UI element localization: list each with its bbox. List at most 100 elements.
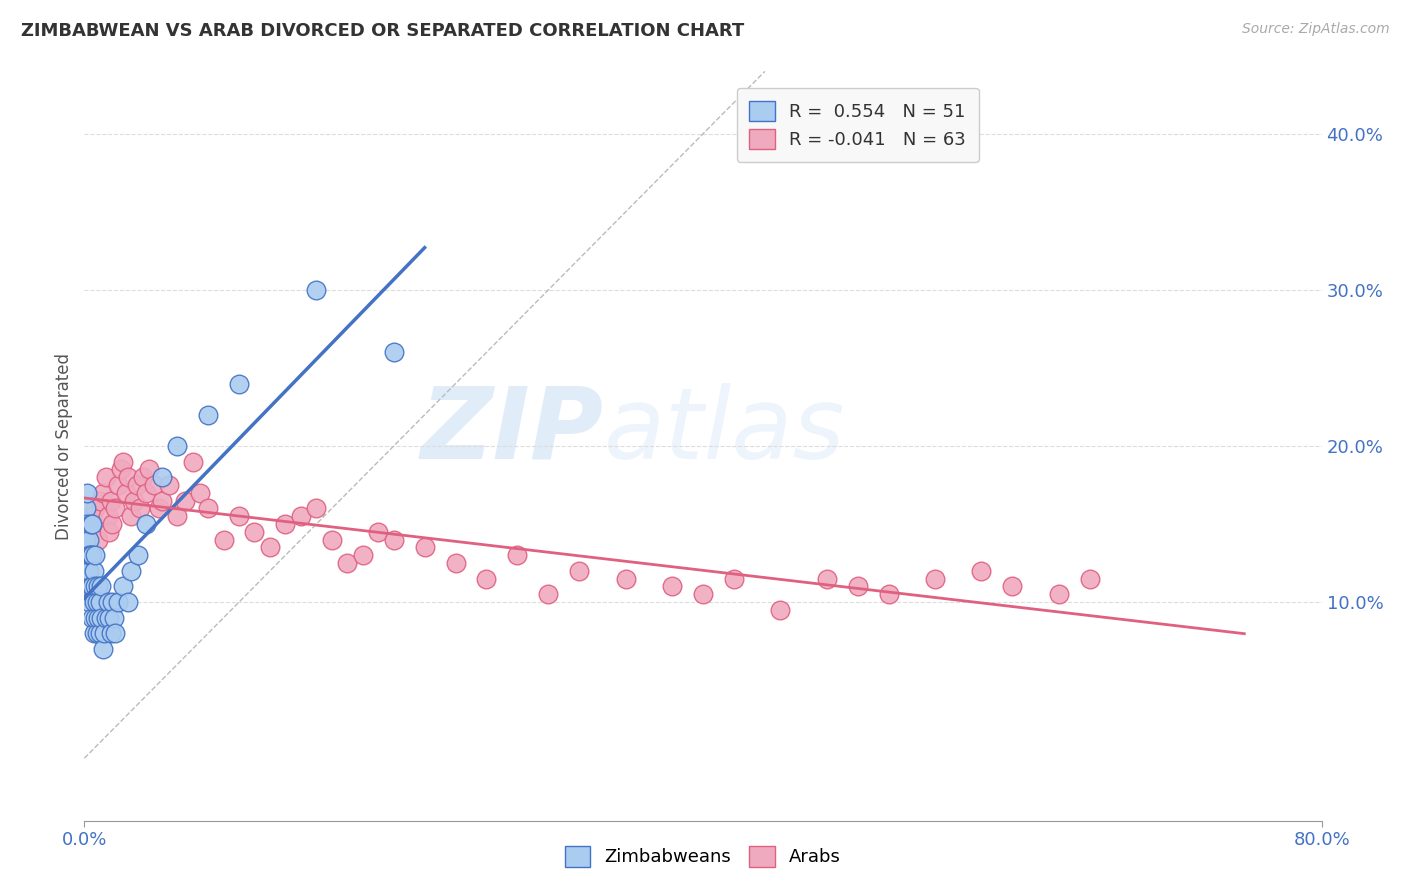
Point bbox=[228, 376, 250, 391]
Point bbox=[537, 587, 560, 601]
Point bbox=[129, 501, 152, 516]
Point bbox=[84, 501, 107, 516]
Point bbox=[89, 493, 111, 508]
Point bbox=[90, 611, 112, 625]
Point bbox=[181, 455, 204, 469]
Point bbox=[98, 524, 121, 539]
Point bbox=[101, 517, 124, 532]
Point bbox=[150, 470, 173, 484]
Point bbox=[79, 548, 101, 563]
Point bbox=[138, 462, 160, 476]
Point bbox=[769, 603, 792, 617]
Point bbox=[259, 541, 281, 555]
Point bbox=[82, 509, 104, 524]
Point bbox=[75, 501, 97, 516]
Point bbox=[84, 580, 107, 594]
Point bbox=[382, 345, 405, 359]
Point bbox=[75, 533, 97, 547]
Point bbox=[212, 533, 235, 547]
Point bbox=[127, 548, 149, 563]
Point bbox=[568, 564, 591, 578]
Legend: R =  0.554   N = 51, R = -0.041   N = 63: R = 0.554 N = 51, R = -0.041 N = 63 bbox=[737, 88, 979, 162]
Point bbox=[96, 595, 118, 609]
Point bbox=[135, 517, 157, 532]
Point bbox=[274, 517, 297, 532]
Point bbox=[79, 517, 101, 532]
Point bbox=[846, 580, 869, 594]
Point bbox=[87, 533, 110, 547]
Point bbox=[125, 478, 148, 492]
Point bbox=[104, 501, 127, 516]
Point bbox=[723, 572, 745, 586]
Point bbox=[91, 485, 114, 500]
Point bbox=[148, 501, 170, 516]
Point bbox=[107, 478, 129, 492]
Point bbox=[112, 455, 135, 469]
Point bbox=[94, 611, 117, 625]
Point bbox=[243, 524, 266, 539]
Point bbox=[77, 548, 100, 563]
Point bbox=[132, 470, 155, 484]
Point bbox=[1047, 587, 1070, 601]
Point bbox=[413, 541, 436, 555]
Point bbox=[143, 478, 166, 492]
Point bbox=[100, 493, 122, 508]
Point bbox=[367, 524, 389, 539]
Point bbox=[82, 611, 104, 625]
Point bbox=[83, 626, 105, 640]
Point bbox=[98, 611, 121, 625]
Text: ZIMBABWEAN VS ARAB DIVORCED OR SEPARATED CORRELATION CHART: ZIMBABWEAN VS ARAB DIVORCED OR SEPARATED… bbox=[21, 22, 744, 40]
Point bbox=[305, 283, 328, 297]
Point bbox=[76, 517, 98, 532]
Point bbox=[970, 564, 993, 578]
Legend: Zimbabweans, Arabs: Zimbabweans, Arabs bbox=[558, 838, 848, 874]
Point bbox=[115, 485, 138, 500]
Point bbox=[197, 408, 219, 422]
Point bbox=[174, 493, 197, 508]
Point bbox=[76, 485, 98, 500]
Point bbox=[86, 626, 108, 640]
Point bbox=[188, 485, 211, 500]
Point bbox=[82, 548, 104, 563]
Point bbox=[475, 572, 498, 586]
Point bbox=[90, 580, 112, 594]
Point bbox=[382, 533, 405, 547]
Point bbox=[150, 493, 173, 508]
Point bbox=[197, 501, 219, 516]
Point bbox=[815, 572, 838, 586]
Point bbox=[77, 533, 100, 547]
Point bbox=[661, 580, 683, 594]
Text: ZIP: ZIP bbox=[420, 383, 605, 480]
Point bbox=[82, 517, 104, 532]
Point bbox=[120, 509, 142, 524]
Point bbox=[305, 501, 328, 516]
Point bbox=[122, 493, 145, 508]
Point bbox=[166, 509, 188, 524]
Point bbox=[135, 485, 157, 500]
Point bbox=[228, 509, 250, 524]
Point bbox=[103, 611, 125, 625]
Point bbox=[83, 595, 105, 609]
Point bbox=[110, 462, 132, 476]
Point bbox=[1001, 580, 1024, 594]
Point bbox=[104, 626, 127, 640]
Point bbox=[89, 626, 111, 640]
Point bbox=[924, 572, 946, 586]
Point bbox=[444, 556, 467, 570]
Point bbox=[877, 587, 900, 601]
Text: atlas: atlas bbox=[605, 383, 845, 480]
Point bbox=[94, 470, 117, 484]
Point bbox=[120, 564, 142, 578]
Point bbox=[83, 564, 105, 578]
Point bbox=[614, 572, 637, 586]
Point bbox=[166, 439, 188, 453]
Point bbox=[692, 587, 714, 601]
Point bbox=[290, 509, 312, 524]
Point bbox=[89, 595, 111, 609]
Point bbox=[86, 595, 108, 609]
Point bbox=[84, 548, 107, 563]
Point bbox=[352, 548, 374, 563]
Point bbox=[87, 580, 110, 594]
Point bbox=[79, 580, 101, 594]
Point bbox=[93, 626, 115, 640]
